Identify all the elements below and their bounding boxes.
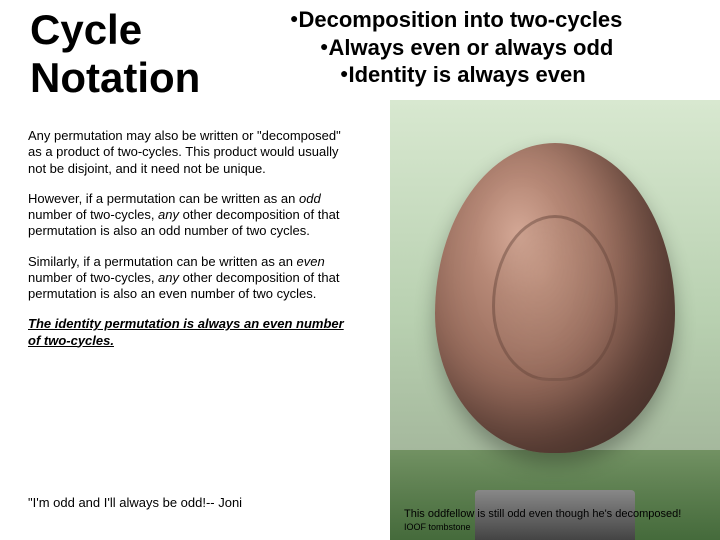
bullet-1: ●Decomposition into two-cycles xyxy=(280,6,720,34)
title-line-1: Cycle xyxy=(30,6,142,53)
paragraph-4: The identity permutation is always an ev… xyxy=(28,316,358,349)
bullet-1-text: Decomposition into two-cycles xyxy=(298,7,622,32)
body-text-column: Any permutation may also be written or "… xyxy=(28,128,358,363)
paragraph-3: Similarly, if a permutation can be writt… xyxy=(28,254,358,303)
slide-title: Cycle Notation xyxy=(30,6,280,103)
egg-tombstone xyxy=(435,143,675,453)
image-caption: This oddfellow is still odd even though … xyxy=(404,508,714,534)
header-row: Cycle Notation ●Decomposition into two-c… xyxy=(0,0,720,103)
bullet-2: ●Always even or always odd xyxy=(280,34,720,62)
bullet-dot-icon: ● xyxy=(320,38,328,54)
bullet-3: ●Identity is always even xyxy=(280,61,720,89)
paragraph-2: However, if a permutation can be written… xyxy=(28,191,358,240)
bullet-dot-icon: ● xyxy=(340,65,348,81)
bullet-dot-icon: ● xyxy=(290,10,298,26)
quote-line: "I'm odd and I'll always be odd!-- Joni xyxy=(28,495,242,510)
caption-small: IOOF tombstone xyxy=(404,522,471,532)
bullet-list: ●Decomposition into two-cycles ●Always e… xyxy=(280,6,720,89)
tombstone-image: This oddfellow is still odd even though … xyxy=(390,100,720,540)
bullet-3-text: Identity is always even xyxy=(348,62,585,87)
paragraph-1: Any permutation may also be written or "… xyxy=(28,128,358,177)
caption-main: This oddfellow is still odd even though … xyxy=(404,508,681,520)
bullet-2-text: Always even or always odd xyxy=(328,35,613,60)
title-line-2: Notation xyxy=(30,54,200,101)
